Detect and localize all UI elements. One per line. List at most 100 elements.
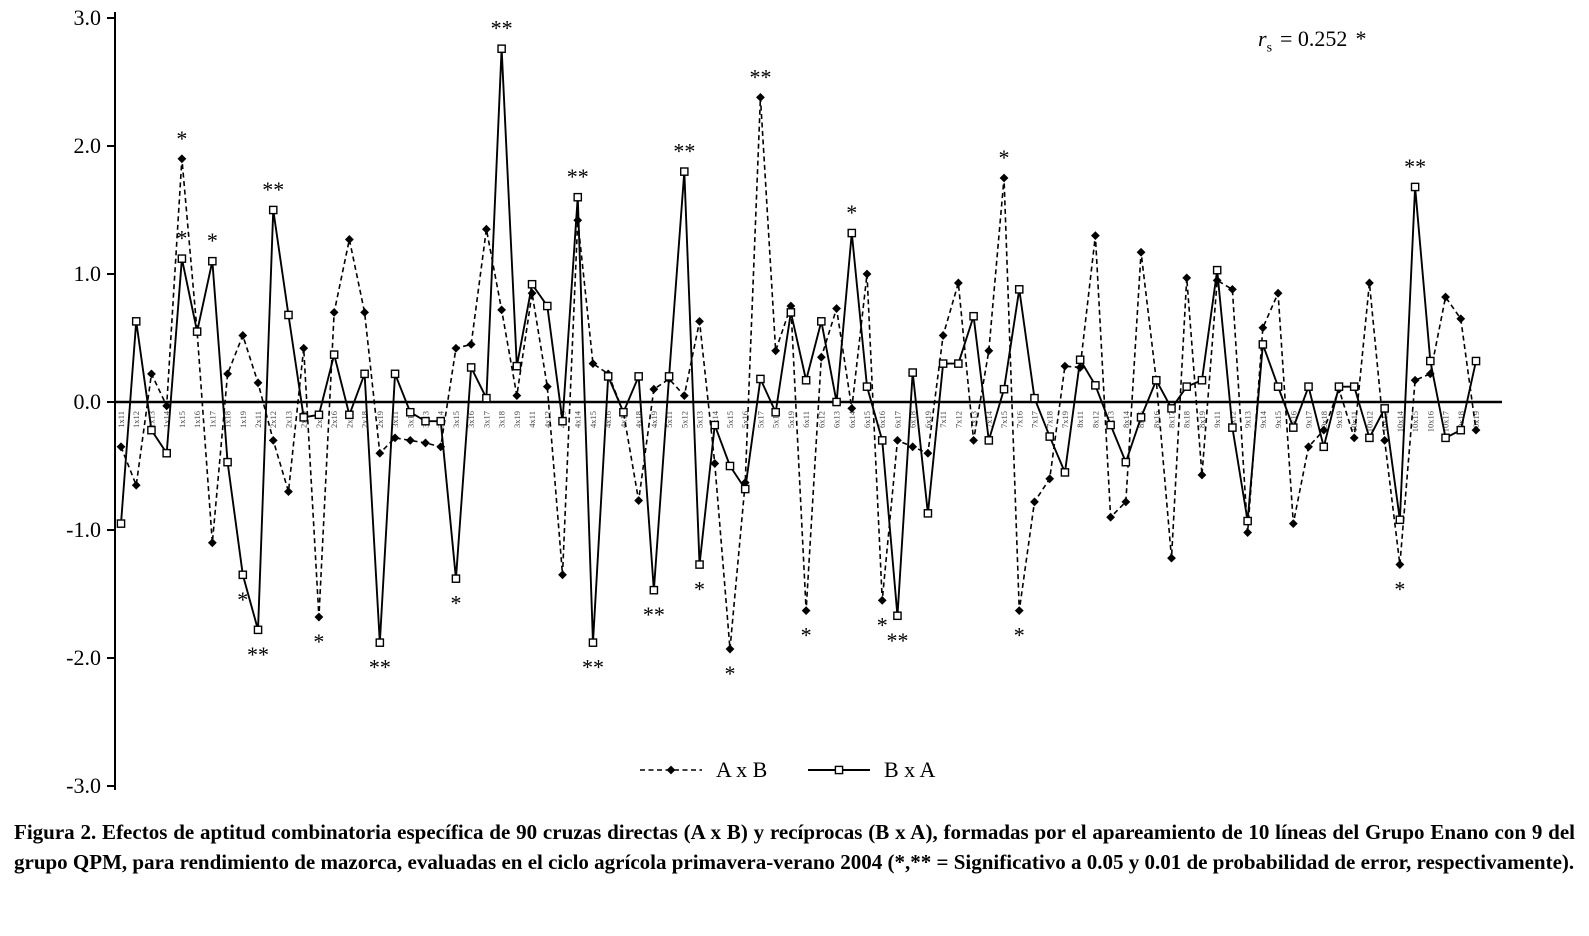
y-tick-label: 3.0 (74, 5, 102, 30)
significance-marker: * (694, 577, 705, 602)
x-category-label: 8x19 (1197, 411, 1207, 428)
data-point-square (1273, 382, 1283, 391)
x-category-label: 10x11 (1349, 411, 1359, 432)
data-point-square (786, 308, 796, 317)
data-point-square (1334, 382, 1344, 391)
data-point-diamond (588, 359, 598, 368)
y-tick-label: 2.0 (74, 133, 102, 158)
series-line-bxa (120, 48, 1477, 643)
significance-marker: * (176, 126, 187, 151)
figure-caption: Figura 2. Efectos de aptitud combinatori… (14, 820, 1575, 874)
data-point-square (1106, 420, 1115, 430)
x-category-label: 10x18 (1456, 411, 1466, 432)
data-point-diamond (1380, 436, 1390, 445)
data-point-square (1456, 425, 1466, 435)
data-point-diamond (1106, 512, 1116, 522)
data-point-diamond (1288, 519, 1298, 528)
x-category-label: 2x17 (344, 411, 354, 428)
data-point-diamond (1273, 288, 1283, 298)
y-tick-label: 1.0 (74, 261, 102, 286)
data-point-diamond (558, 570, 567, 580)
data-point-diamond (360, 308, 369, 317)
significance-marker: ** (567, 164, 589, 189)
data-point-diamond (725, 644, 735, 654)
data-point-square (497, 44, 506, 54)
data-point-square (436, 416, 446, 426)
x-category-label: 1x11 (116, 411, 126, 428)
data-point-diamond (969, 436, 978, 445)
data-point-diamond (542, 382, 552, 392)
data-point-diamond (984, 346, 994, 356)
significance-marker: * (846, 200, 857, 225)
data-point-diamond (207, 538, 217, 548)
data-point-diamond (953, 278, 963, 288)
data-point-square (253, 625, 263, 635)
significance-marker: ** (369, 655, 391, 680)
data-point-square (268, 205, 278, 215)
data-point-diamond (1090, 231, 1100, 240)
data-point-square (1197, 375, 1207, 385)
x-category-label: 6x15 (862, 411, 872, 428)
data-point-square (1045, 432, 1055, 441)
x-category-label: 4x11 (527, 411, 537, 428)
data-point-diamond (877, 596, 887, 605)
x-category-label: 5x17 (755, 411, 765, 428)
data-point-diamond (451, 343, 461, 353)
data-point-diamond (938, 331, 948, 340)
x-category-label: 10x16 (1425, 411, 1435, 432)
x-category-label: 4x18 (634, 411, 644, 428)
data-point-diamond (1228, 284, 1237, 294)
data-point-square (969, 311, 978, 321)
data-point-diamond (436, 442, 446, 452)
significance-marker: ** (673, 139, 695, 164)
data-point-diamond (1319, 425, 1329, 435)
data-point-square (1182, 382, 1192, 391)
x-category-label: 3x18 (497, 411, 507, 428)
significance-marker: * (1014, 623, 1025, 648)
data-point-diamond (649, 384, 659, 394)
data-point-square (192, 327, 202, 336)
data-point-diamond (314, 612, 324, 622)
data-point-square (573, 192, 583, 202)
data-point-diamond (497, 305, 507, 315)
data-point-diamond (1304, 442, 1313, 452)
data-point-diamond (893, 436, 902, 445)
data-point-diamond (679, 391, 689, 400)
data-point-square (1014, 285, 1024, 294)
data-point-square (284, 310, 293, 320)
data-point-square (1075, 355, 1085, 365)
data-point-square (147, 425, 156, 435)
data-point-square (1471, 356, 1481, 366)
data-point-square (634, 372, 643, 381)
data-point-diamond (1060, 361, 1070, 371)
data-point-diamond (1425, 369, 1435, 379)
x-category-label: 9x15 (1273, 411, 1283, 428)
data-point-diamond (299, 343, 309, 353)
legend-square-icon (834, 765, 844, 775)
data-point-square (527, 279, 537, 289)
data-point-square (1410, 182, 1420, 192)
data-point-square (1349, 382, 1359, 391)
data-point-square (162, 448, 171, 458)
data-point-diamond (1410, 375, 1420, 385)
x-category-label: 8x14 (1121, 410, 1131, 428)
data-point-square (740, 484, 750, 494)
significance-marker: * (877, 612, 888, 637)
x-category-label: 2x11 (253, 411, 263, 428)
data-point-square (177, 254, 187, 263)
data-point-square (421, 416, 430, 426)
x-category-label: 7x19 (1060, 411, 1070, 428)
data-point-square (1365, 433, 1374, 443)
stat-variable: r (1258, 26, 1267, 51)
significance-marker: * (450, 591, 461, 616)
data-point-diamond (177, 154, 187, 164)
data-point-diamond (1075, 363, 1085, 372)
significance-marker: * (313, 629, 324, 654)
data-point-diamond (253, 378, 263, 388)
x-category-label: 3x15 (451, 411, 461, 428)
x-category-label: 1x19 (238, 411, 248, 428)
data-point-diamond (344, 235, 354, 244)
x-category-label: 5x15 (725, 411, 735, 428)
x-category-label: 6x13 (832, 411, 842, 428)
data-point-diamond (1471, 425, 1481, 435)
